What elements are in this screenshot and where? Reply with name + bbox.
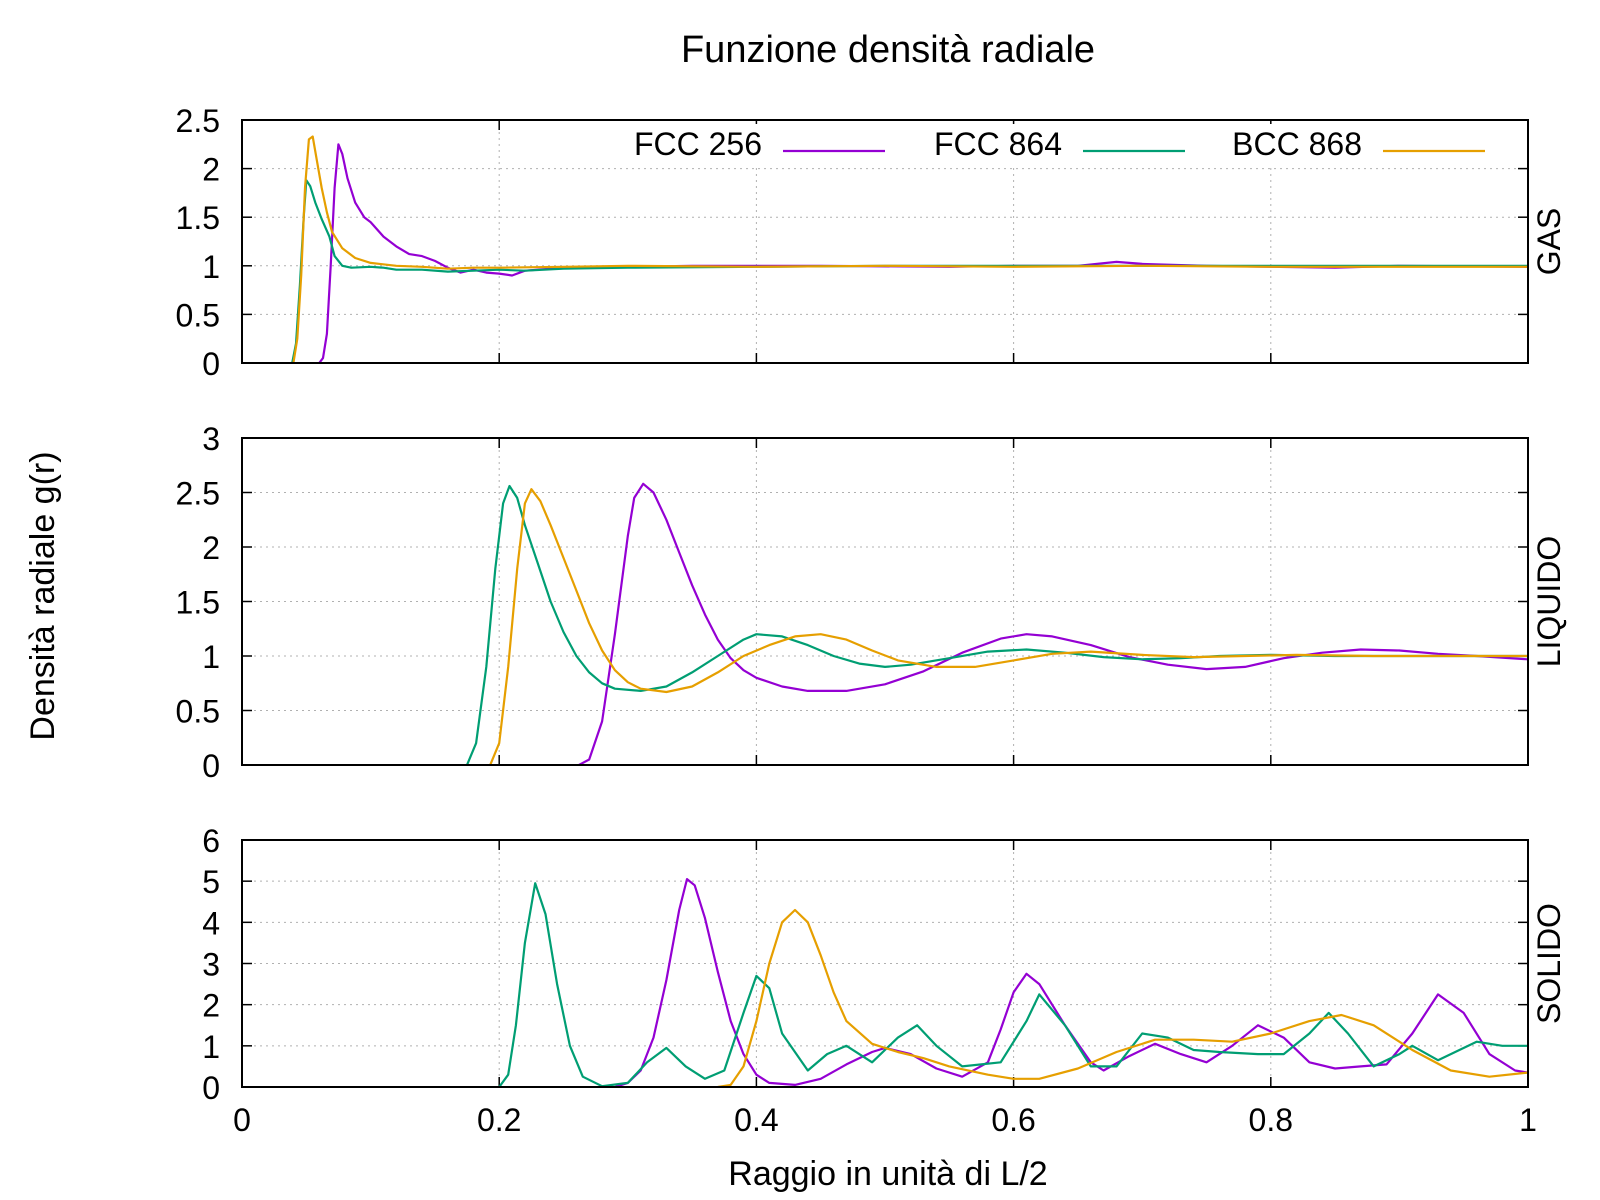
y-tick-label: 1 bbox=[202, 249, 220, 285]
plot-frame bbox=[241, 119, 1529, 364]
panel-label: LIQUIDO bbox=[1531, 536, 1567, 668]
y-tick-label: 0 bbox=[202, 346, 220, 382]
x-tick-label: 0 bbox=[233, 1102, 251, 1138]
y-tick-label: 2.5 bbox=[176, 103, 220, 139]
x-tick-label: 0.2 bbox=[477, 1102, 521, 1138]
series-line-fcc-256 bbox=[614, 878, 1528, 1087]
y-tick-label: 2 bbox=[202, 530, 220, 566]
y-tick-label: 0 bbox=[202, 1070, 220, 1106]
chart-title: Funzione densità radiale bbox=[681, 29, 1095, 71]
panel-label: SOLIDO bbox=[1531, 903, 1567, 1024]
plot-frame bbox=[241, 437, 1529, 766]
y-tick-label: 1 bbox=[202, 639, 220, 675]
y-tick-label: 2.5 bbox=[176, 476, 220, 512]
legend-label: BCC 868 bbox=[1232, 126, 1362, 162]
series-line-fcc-864 bbox=[498, 882, 1528, 1087]
series-line-fcc-864 bbox=[465, 484, 1528, 765]
y-tick-label: 1.5 bbox=[176, 585, 220, 621]
x-tick-label: 1 bbox=[1519, 1102, 1537, 1138]
y-tick-label: 0.5 bbox=[176, 297, 220, 333]
y-tick-label: 6 bbox=[202, 823, 220, 859]
series-line-fcc-256 bbox=[578, 482, 1528, 765]
panel-gas: 0 0.5 1 1.5 2 2.5 GAS FCC 256 FCC 864 BCC 868 bbox=[176, 103, 1567, 382]
y-tick-label: 4 bbox=[202, 905, 220, 941]
legend: FCC 256 FCC 864 BCC 868 bbox=[604, 124, 1485, 166]
y-axis-label: Densità radiale g(r) bbox=[24, 451, 62, 740]
series-line-bcc-868 bbox=[292, 135, 1528, 363]
series-line-fcc-256 bbox=[318, 143, 1528, 363]
chart-panels: 0 0.5 1 1.5 2 2.5 GAS FCC 256 FCC 864 BCC 868 0 0.5… bbox=[176, 103, 1567, 1138]
legend-label: FCC 256 bbox=[634, 126, 762, 162]
y-tick-label: 2 bbox=[202, 988, 220, 1024]
y-tick-label: 5 bbox=[202, 864, 220, 900]
x-tick-label: 0.4 bbox=[734, 1102, 778, 1138]
series-line-bcc-868 bbox=[489, 488, 1528, 765]
legend-background bbox=[604, 124, 1484, 166]
plot-frame bbox=[241, 839, 1529, 1088]
legend-label: FCC 864 bbox=[934, 126, 1062, 162]
x-axis-label: Raggio in unità di L/2 bbox=[728, 1155, 1047, 1193]
y-tick-label: 2 bbox=[202, 152, 220, 188]
y-tick-label: 1 bbox=[202, 1029, 220, 1065]
x-tick-label: 0.6 bbox=[991, 1102, 1035, 1138]
panel-solido: 0 1 2 3 4 5 6 0 0.2 0.4 0.6 0.8 1 SOLIDO bbox=[202, 823, 1567, 1138]
series-line-bcc-868 bbox=[717, 908, 1528, 1087]
y-tick-label: 3 bbox=[202, 421, 220, 457]
y-tick-label: 0 bbox=[202, 748, 220, 784]
y-tick-label: 1.5 bbox=[176, 200, 220, 236]
y-tick-label: 0.5 bbox=[176, 694, 220, 730]
panel-liquido: 0 0.5 1 1.5 2 2.5 3 LIQUIDO bbox=[176, 421, 1567, 784]
x-tick-label: 0.8 bbox=[1249, 1102, 1293, 1138]
y-tick-label: 3 bbox=[202, 947, 220, 983]
panel-label: GAS bbox=[1531, 208, 1567, 276]
